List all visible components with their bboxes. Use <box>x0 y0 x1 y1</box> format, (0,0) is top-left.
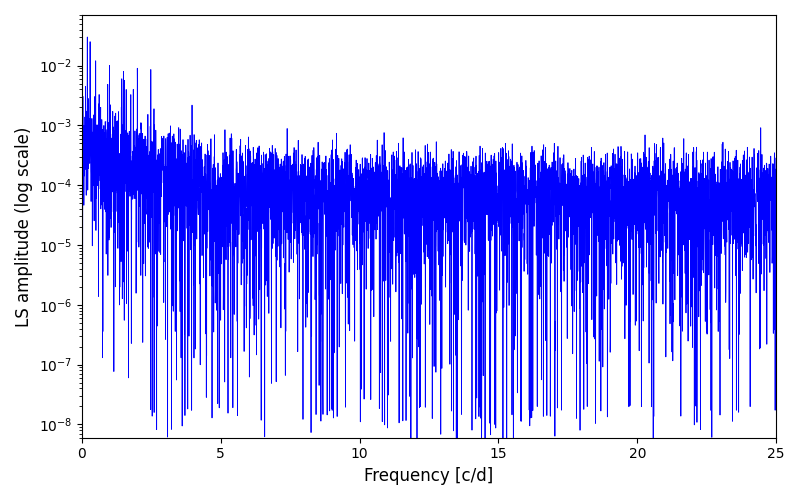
X-axis label: Frequency [c/d]: Frequency [c/d] <box>364 467 494 485</box>
Y-axis label: LS amplitude (log scale): LS amplitude (log scale) <box>15 126 33 326</box>
